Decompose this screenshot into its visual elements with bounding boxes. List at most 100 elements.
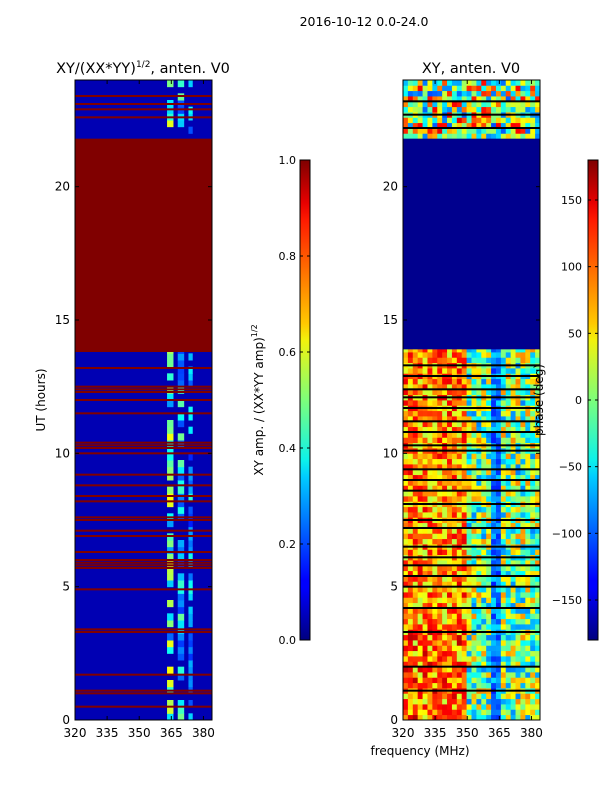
heatmap-cell <box>403 528 409 534</box>
heatmap-cell <box>491 560 497 566</box>
flagged-row <box>75 519 212 521</box>
heatmap-cell <box>491 565 497 572</box>
heatmap-cell <box>530 506 536 513</box>
heatmap-cell <box>466 618 472 625</box>
heatmap-cell <box>520 357 526 364</box>
heatmap-cell <box>461 400 468 406</box>
heatmap-cell <box>422 698 428 705</box>
heatmap-cell <box>520 80 526 86</box>
heatmap-cell <box>476 645 482 652</box>
heatmap-cell <box>486 437 492 444</box>
heatmap-cell <box>447 672 453 678</box>
heatmap-cell <box>471 101 477 108</box>
heatmap-cell <box>427 602 433 609</box>
heatmap-cell <box>471 560 477 566</box>
heatmap-cell <box>476 512 482 518</box>
heatmap-cell <box>447 693 453 700</box>
heatmap-cell <box>535 101 540 108</box>
heatmap-cell <box>427 437 433 444</box>
heatmap-cell <box>471 378 477 385</box>
heatmap-cell <box>535 485 540 492</box>
heatmap-cell <box>456 410 463 417</box>
heatmap-cell <box>177 360 185 368</box>
heatmap-cell <box>417 122 423 129</box>
heatmap-cell <box>476 586 482 593</box>
heatmap-cell <box>461 410 468 417</box>
heatmap-cell <box>481 368 487 374</box>
heatmap-cell <box>471 368 477 374</box>
heatmap-cell <box>447 682 453 689</box>
heatmap-cell <box>530 528 536 534</box>
heatmap-cell <box>525 533 531 540</box>
heatmap-cell <box>515 453 521 460</box>
heatmap-cell <box>535 592 540 598</box>
heatmap-cell <box>466 400 472 406</box>
heatmap-cell <box>451 634 458 641</box>
heatmap-cell <box>505 512 512 518</box>
heatmap-cell <box>486 586 492 593</box>
heatmap-cell <box>427 693 433 700</box>
heatmap-cell <box>476 464 482 470</box>
heatmap-cell <box>471 661 477 668</box>
heatmap-cell <box>437 666 443 673</box>
heatmap-cell <box>481 464 487 470</box>
heatmap-cell <box>525 565 531 572</box>
heatmap-cell <box>167 580 174 588</box>
heatmap-cell <box>442 618 448 625</box>
heatmap-cell <box>515 389 521 396</box>
heatmap-cell <box>456 586 463 593</box>
heatmap-cell <box>188 606 193 614</box>
heatmap-cell <box>486 464 492 470</box>
heatmap-cell <box>530 533 536 540</box>
heatmap-cell <box>167 640 174 648</box>
heatmap-cell <box>447 709 453 716</box>
heatmap-cell <box>403 117 409 124</box>
heatmap-cell <box>177 373 185 381</box>
heatmap-cell <box>510 464 516 470</box>
heatmap-cell <box>451 656 458 662</box>
heatmap-cell <box>447 565 453 572</box>
heatmap-cell <box>403 453 409 460</box>
heatmap-cell <box>520 474 526 481</box>
heatmap-cell <box>427 384 433 390</box>
heatmap-cell <box>437 714 443 720</box>
heatmap-cell <box>495 346 502 353</box>
heatmap-cell <box>476 570 482 577</box>
heatmap-cell <box>515 661 521 668</box>
heatmap-cell <box>412 570 419 577</box>
heatmap-cell <box>432 672 438 678</box>
heatmap-cell <box>412 453 419 460</box>
heatmap-cell <box>486 576 492 582</box>
heatmap-cell <box>422 128 428 134</box>
x-tick-label: 320 <box>64 726 87 740</box>
heatmap-cell <box>495 522 502 529</box>
left-plot-frame <box>74 79 213 721</box>
heatmap-cell <box>417 128 423 134</box>
heatmap-cell <box>437 432 443 438</box>
heatmap-cell <box>188 620 193 628</box>
heatmap-cell <box>520 608 526 614</box>
heatmap-cell <box>500 506 507 513</box>
heatmap-cell <box>500 592 507 598</box>
heatmap-cell <box>495 106 502 113</box>
heatmap-cell <box>520 490 526 497</box>
heatmap-cell <box>437 133 443 140</box>
heatmap-cell <box>481 549 487 556</box>
heatmap-cell <box>466 714 472 720</box>
heatmap-cell <box>520 96 526 102</box>
flagged-row <box>75 529 212 532</box>
heatmap-cell <box>525 80 531 86</box>
heatmap-cell <box>476 714 482 720</box>
heatmap-cell <box>412 602 419 609</box>
heatmap-cell <box>412 464 419 470</box>
heatmap-cell <box>451 533 458 540</box>
heatmap-cell <box>520 698 526 705</box>
heatmap-cell <box>461 602 468 609</box>
heatmap-cell <box>530 400 536 406</box>
heatmap-cell <box>407 640 414 646</box>
heatmap-cell <box>530 117 536 124</box>
heatmap-cell <box>491 709 497 716</box>
heatmap-cell <box>515 709 521 716</box>
heatmap-cell <box>486 416 492 422</box>
